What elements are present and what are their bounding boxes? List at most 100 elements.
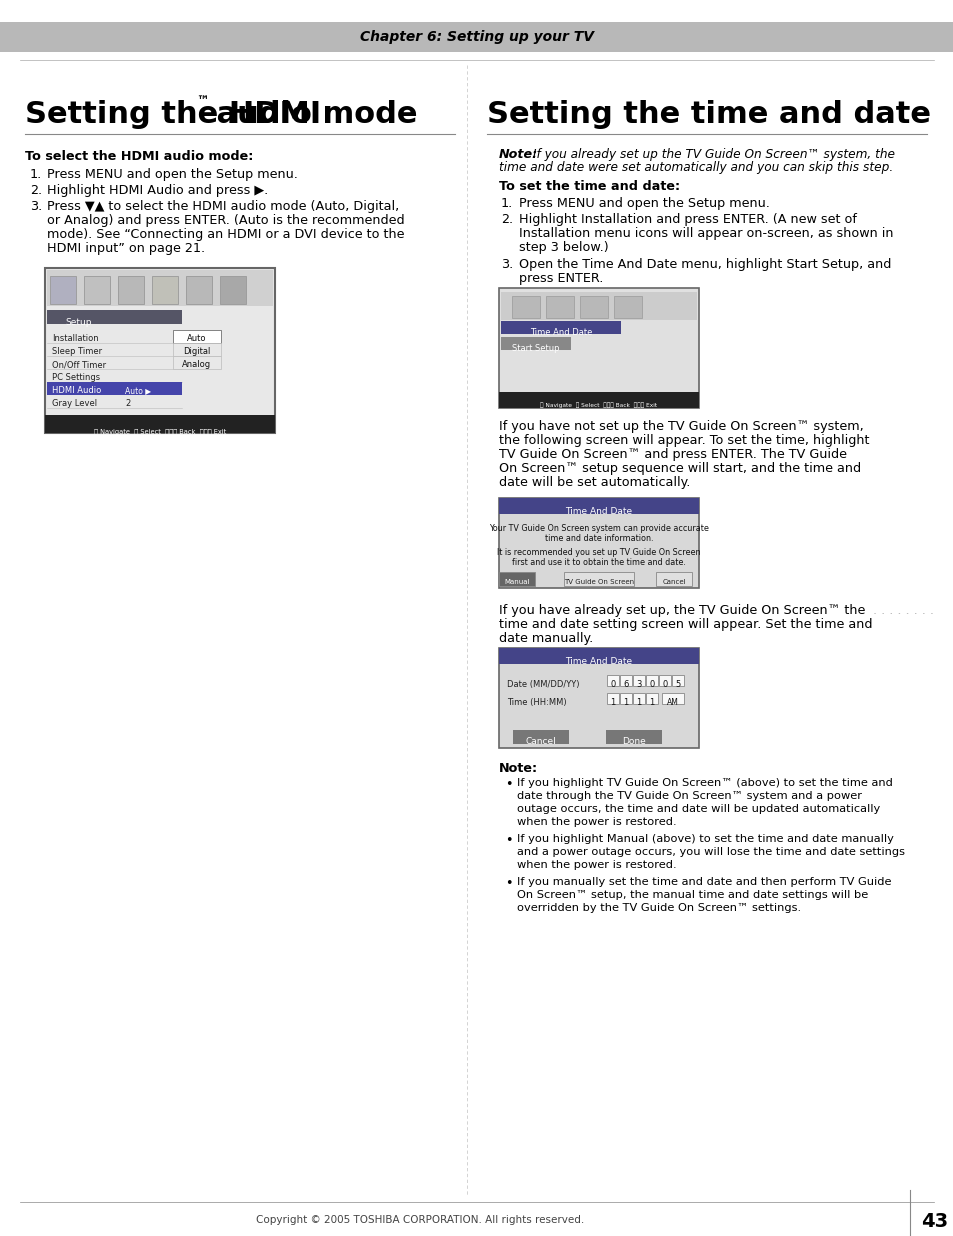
Bar [498,392,699,408]
Text: Ⓝ Navigate  Ⓣ Select  ⒷⓃⓀ Back  ⒺⓇⓃ Exit: Ⓝ Navigate Ⓣ Select ⒷⓃⓀ Back ⒺⓇⓃ Exit [539,402,657,408]
Text: •: • [504,777,512,791]
Bar [498,572,535,586]
Text: 2: 2 [125,399,131,408]
Text: Setting the HDMI: Setting the HDMI [25,100,321,129]
Text: Time And Date: Time And Date [565,658,632,666]
Text: •: • [504,834,512,847]
Bar [606,693,618,705]
Text: Chapter 6: Setting up your TV: Chapter 6: Setting up your TV [359,30,594,44]
Text: Analog: Analog [182,360,212,370]
Bar [500,292,697,320]
Bar [0,22,953,52]
Text: Sleep Timer: Sleep Timer [52,347,102,356]
Bar [619,675,631,686]
Text: Press MENU and open the Setup menu.: Press MENU and open the Setup menu. [518,197,769,210]
Text: If you highlight Manual (above) to set the time and date manually: If you highlight Manual (above) to set t… [517,834,893,844]
Text: Installation: Installation [52,334,98,344]
Bar [661,693,683,705]
Bar [172,356,221,370]
Text: Open the Time And Date menu, highlight Start Setup, and: Open the Time And Date menu, highlight S… [518,258,890,271]
Bar [498,648,699,748]
Text: 0: 0 [661,680,667,688]
Text: 0: 0 [610,680,615,688]
Bar [619,693,631,705]
Text: 6: 6 [622,680,628,688]
Text: Highlight Installation and press ENTER. (A new set of: Highlight Installation and press ENTER. … [518,213,856,226]
Text: On/Off Timer: On/Off Timer [52,360,106,370]
Bar [645,693,658,705]
Text: Auto ▶: Auto ▶ [125,386,151,396]
Text: 1: 1 [636,698,641,707]
Bar [656,572,691,586]
Text: Start Setup: Start Setup [512,344,559,353]
Text: 3.: 3. [30,200,42,213]
Bar [563,572,634,586]
Text: If you highlight TV Guide On Screen™ (above) to set the time and: If you highlight TV Guide On Screen™ (ab… [517,777,892,789]
Bar [500,337,571,350]
Text: Time And Date: Time And Date [529,328,592,337]
Text: Digital: Digital [183,347,211,356]
Text: time and date were set automatically and you can skip this step.: time and date were set automatically and… [498,161,892,174]
Text: To set the time and date:: To set the time and date: [498,180,679,193]
Text: Date (MM/DD/YY): Date (MM/DD/YY) [506,680,578,688]
Text: Setting the time and date: Setting the time and date [486,100,930,129]
Text: Ⓝ Navigate  Ⓣ Select  ⒷⓃⓀ Back  ⒺⓇⓃ Exit: Ⓝ Navigate Ⓣ Select ⒷⓃⓀ Back ⒺⓇⓃ Exit [93,428,226,435]
Text: 2.: 2. [30,184,42,197]
Bar [671,675,683,686]
Text: date manually.: date manually. [498,632,593,645]
Bar [47,269,273,307]
Bar [498,498,699,514]
Text: Time And Date: Time And Date [565,507,632,515]
Text: outage occurs, the time and date will be updated automatically: outage occurs, the time and date will be… [517,803,880,815]
Text: TV Guide On Screen™ and press ENTER. The TV Guide: TV Guide On Screen™ and press ENTER. The… [498,447,846,461]
Text: It is recommended you set up TV Guide On Screen: It is recommended you set up TV Guide On… [497,548,700,557]
Bar [498,288,699,408]
Text: If you manually set the time and date and then perform TV Guide: If you manually set the time and date an… [517,878,890,887]
Text: Your TV Guide On Screen system can provide accurate: Your TV Guide On Screen system can provi… [489,524,708,533]
Text: 3.: 3. [500,258,513,271]
Text: or Analog) and press ENTER. (Auto is the recommended: or Analog) and press ENTER. (Auto is the… [47,214,404,227]
Text: date will be set automatically.: date will be set automatically. [498,476,690,489]
Text: Cancel: Cancel [661,578,685,585]
Text: time and date setting screen will appear. Set the time and: time and date setting screen will appear… [498,618,872,632]
Bar [45,415,274,433]
Text: 1: 1 [622,698,628,707]
Text: PC Settings: PC Settings [52,373,100,382]
Text: TV Guide On Screen: TV Guide On Screen [563,578,634,585]
Text: date through the TV Guide On Screen™ system and a power: date through the TV Guide On Screen™ sys… [517,791,862,801]
Bar [614,295,641,318]
Text: Press ▼▲ to select the HDMI audio mode (Auto, Digital,: Press ▼▲ to select the HDMI audio mode (… [47,200,399,213]
Text: 1.: 1. [500,197,513,210]
Text: when the power is restored.: when the power is restored. [517,817,676,827]
Bar [659,675,670,686]
Text: If you have not set up the TV Guide On Screen™ system,: If you have not set up the TV Guide On S… [498,420,862,433]
Text: and a power outage occurs, you will lose the time and date settings: and a power outage occurs, you will lose… [517,847,904,857]
Bar [498,648,699,664]
Text: audio mode: audio mode [206,100,417,129]
Text: 1.: 1. [30,168,42,180]
Text: 1: 1 [610,698,615,707]
Text: overridden by the TV Guide On Screen™ settings.: overridden by the TV Guide On Screen™ se… [517,904,801,913]
Bar [513,730,568,744]
Text: Press MENU and open the Setup menu.: Press MENU and open the Setup menu. [47,168,297,180]
Text: time and date information.: time and date information. [544,534,653,543]
Bar [579,295,607,318]
Bar [47,382,182,396]
Bar [512,295,539,318]
Text: 3: 3 [636,680,641,688]
Text: Note:: Note: [498,763,537,775]
Text: Done: Done [621,737,645,747]
Text: Setup: Setup [65,318,91,328]
Bar [645,675,658,686]
Text: •: • [504,878,512,890]
Bar [500,321,620,334]
Text: press ENTER.: press ENTER. [518,272,602,286]
Bar [172,330,221,344]
Text: Time (HH:MM): Time (HH:MM) [506,698,566,707]
Text: step 3 below.): step 3 below.) [518,241,608,255]
Text: . . . . . . . .: . . . . . . . . [868,604,933,617]
Text: first and use it to obtain the time and date.: first and use it to obtain the time and … [512,557,685,567]
Text: Auto: Auto [187,334,207,344]
Text: mode). See “Connecting an HDMI or a DVI device to the: mode). See “Connecting an HDMI or a DVI … [47,227,404,241]
Text: when the power is restored.: when the power is restored. [517,860,676,870]
